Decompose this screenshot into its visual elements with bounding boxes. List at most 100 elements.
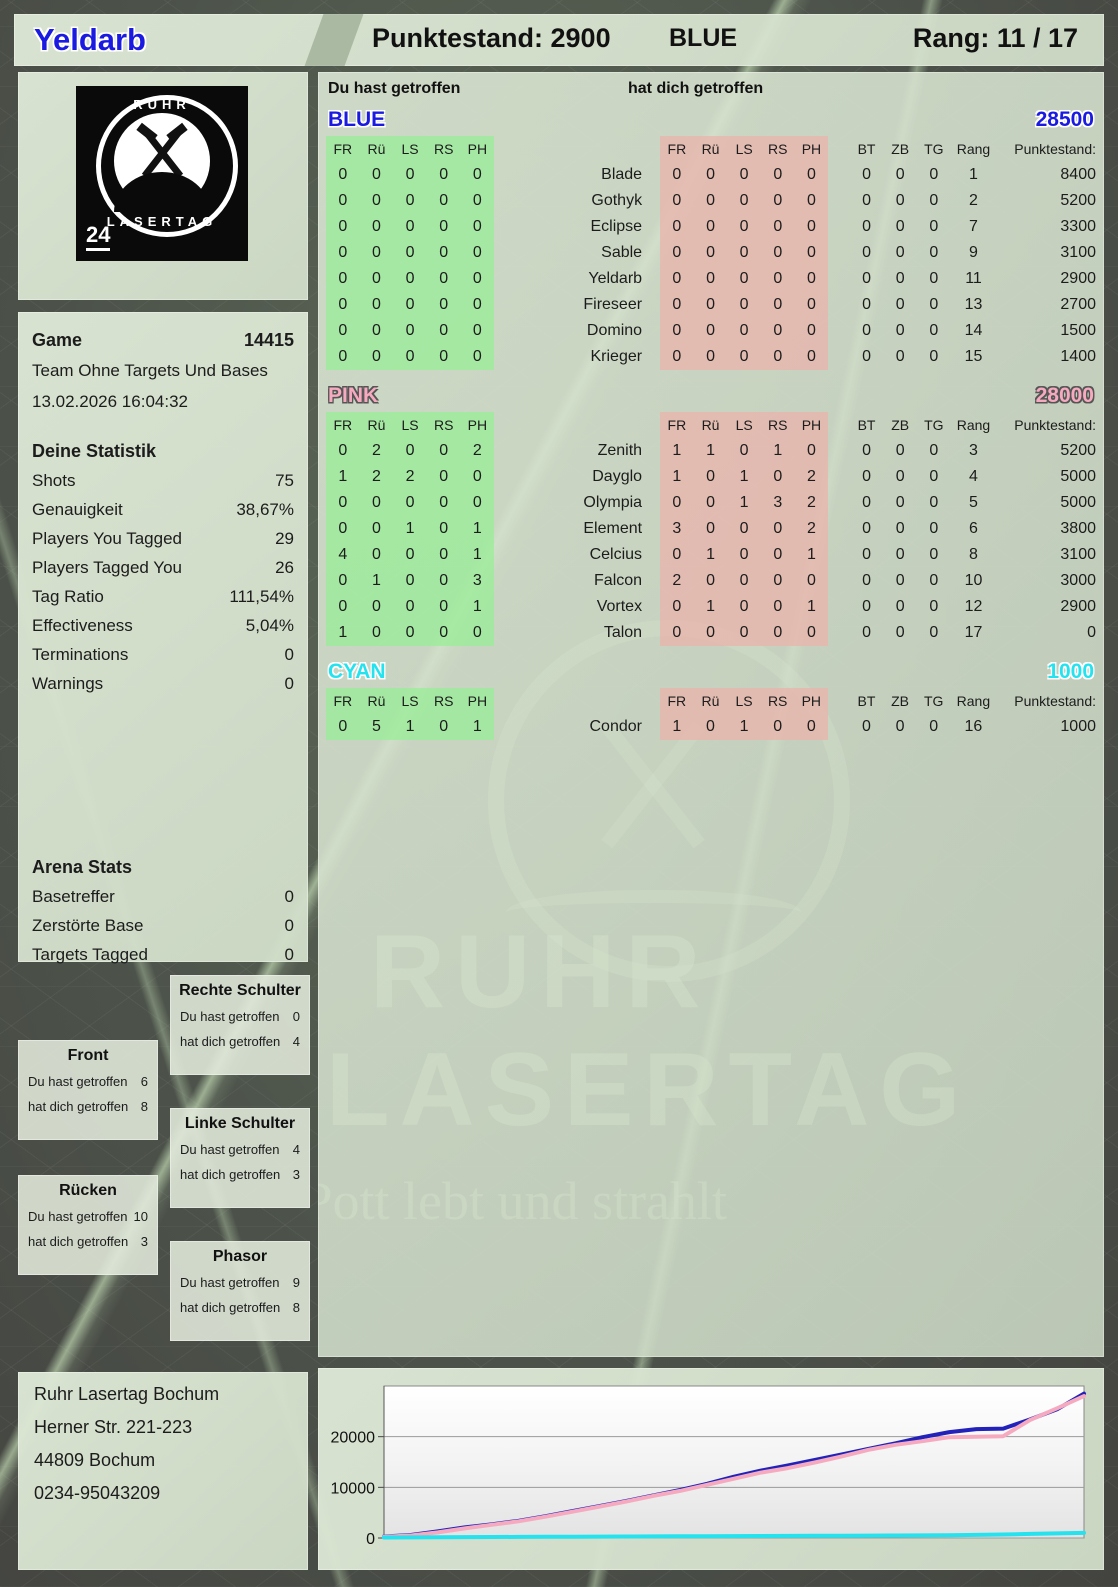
bodypart-title: Rechte Schulter [179, 982, 301, 999]
col-BT: BT [857, 141, 876, 157]
table-row[interactable]: 0 0 0 0 0 Olympia 0 0 1 3 2 0 0 0 5 5000 [326, 490, 1104, 516]
cell-hit: 0 [326, 240, 360, 266]
arena-value: 0 [284, 945, 294, 964]
cell-got: 0 [660, 490, 694, 516]
chart-ytick-label: 20000 [331, 1430, 376, 1447]
address-panel: Ruhr Lasertag Bochum Herner Str. 221-223… [18, 1372, 308, 1570]
table-row[interactable]: 0 0 0 0 0 Gothyk 0 0 0 0 0 0 0 0 2 5200 [326, 188, 1104, 214]
table-row[interactable]: 0 0 0 0 0 Krieger 0 0 0 0 0 0 0 0 15 1400 [326, 344, 1104, 370]
cell-extra: 0 [895, 270, 905, 287]
cell-rank: 13 [964, 296, 983, 313]
cell-hit: 0 [393, 568, 427, 594]
col-hit-FR: FR [326, 136, 360, 162]
cell-rank: 14 [964, 322, 983, 339]
cell-hit: 0 [393, 292, 427, 318]
table-row[interactable]: 4 0 0 0 1 Celcius 0 1 0 0 1 0 0 0 8 3100 [326, 542, 1104, 568]
team-table-blue: FR Rü LS RS PH FR Rü LS RS PH BT ZB TG Rang Punktestan… [326, 136, 1104, 370]
chart-ytick-label: 0 [366, 1531, 375, 1548]
player-name: Condor [589, 718, 642, 735]
table-row[interactable]: 0 0 0 0 0 Yeldarb 0 0 0 0 0 0 0 0 11 2900 [326, 266, 1104, 292]
col-hit-PH: PH [460, 412, 495, 438]
cell-hit: 0 [393, 188, 427, 214]
cell-hit: 0 [460, 318, 495, 344]
table-row[interactable]: 1 0 0 0 0 Talon 0 0 0 0 0 0 0 0 17 0 [326, 620, 1104, 646]
cell-got: 0 [660, 188, 694, 214]
bodypart-ruecken: Rücken Du hast getroffen 10 hat dich getrof… [18, 1175, 158, 1275]
stat-label: Players You Tagged [32, 529, 182, 548]
cell-hit: 0 [393, 318, 427, 344]
table-row[interactable]: 0 0 0 0 0 Eclipse 0 0 0 0 0 0 0 0 7 3300 [326, 214, 1104, 240]
table-row[interactable]: 0 5 1 0 1 Condor 1 0 1 0 0 0 0 0 16 1000 [326, 714, 1104, 740]
cell-got: 1 [727, 714, 761, 740]
arena-value: 0 [284, 916, 294, 935]
cell-hit: 2 [359, 438, 394, 464]
cell-hit: 0 [326, 292, 360, 318]
col-hit-FR: FR [326, 688, 360, 714]
cell-hit: 0 [393, 490, 427, 516]
player-name: Zenith [597, 442, 643, 459]
cell-got: 0 [693, 240, 728, 266]
cell-extra: 0 [895, 598, 905, 615]
cell-hit: 0 [359, 594, 394, 620]
col-hit-LS: LS [393, 412, 427, 438]
bodypart-hit-label: Du hast getroffen [180, 1275, 280, 1290]
cell-hit: 0 [460, 292, 495, 318]
cell-extra: 0 [929, 494, 939, 511]
cell-gap [828, 162, 849, 188]
table-row[interactable]: 0 0 0 0 1 Vortex 0 1 0 0 1 0 0 0 12 2900 [326, 594, 1104, 620]
cell-extra: 0 [862, 192, 871, 209]
cell-got: 0 [660, 240, 694, 266]
cell-got: 0 [794, 344, 829, 370]
col-BT: BT [857, 693, 876, 709]
cell-gap [828, 620, 849, 646]
chart-series-pink [382, 1394, 1086, 1539]
logo-badge-24: 24 [86, 224, 111, 251]
logo-top-text: RUHR [133, 97, 191, 112]
cell-rank: 8 [969, 546, 978, 563]
cell-extra: 0 [862, 322, 871, 339]
cell-score: 3000 [1060, 572, 1096, 589]
cell-extra: 0 [929, 296, 939, 313]
cell-got: 0 [760, 568, 795, 594]
cell-hit: 0 [426, 594, 461, 620]
table-row[interactable]: 0 0 0 0 0 Domino 0 0 0 0 0 0 0 0 14 1500 [326, 318, 1104, 344]
cell-got: 0 [693, 620, 728, 646]
cell-hit: 0 [460, 214, 495, 240]
cell-hit: 1 [460, 714, 495, 740]
cell-extra: 0 [895, 718, 905, 735]
col-got-LS: LS [727, 688, 761, 714]
table-row[interactable]: 0 0 0 0 0 Blade 0 0 0 0 0 0 0 0 1 8400 [326, 162, 1104, 188]
cell-hit: 0 [326, 266, 360, 292]
address-line3: 44809 Bochum [34, 1450, 156, 1470]
col-got-Rü: Rü [693, 136, 728, 162]
cell-got: 0 [760, 266, 795, 292]
cell-hit: 0 [359, 266, 394, 292]
table-row[interactable]: 1 2 2 0 0 Dayglo 1 0 1 0 2 0 0 0 4 5000 [326, 464, 1104, 490]
cell-hit: 1 [460, 516, 495, 542]
cell-hit: 0 [426, 542, 461, 568]
address-line4: 0234-95043209 [34, 1483, 161, 1503]
cell-hit: 0 [460, 266, 495, 292]
bodypart-hit-label: Du hast getroffen [28, 1209, 128, 1224]
game-row: Game 14415 [32, 326, 294, 355]
bodypart-got-row: hat dich getroffen 8 [170, 1295, 310, 1320]
stat-label: Warnings [32, 674, 104, 693]
table-row[interactable]: 0 0 0 0 0 Sable 0 0 0 0 0 0 0 0 9 3100 [326, 240, 1104, 266]
arena-label: Basetreffer [32, 887, 115, 906]
table-row[interactable]: 0 2 0 0 2 Zenith 1 1 0 1 0 0 0 0 3 5200 [326, 438, 1104, 464]
cell-got: 0 [760, 240, 795, 266]
table-row[interactable]: 0 0 0 0 0 Fireseer 0 0 0 0 0 0 0 0 13 2700 [326, 292, 1104, 318]
stats-title: Deine Statistik [32, 437, 294, 466]
cell-got: 0 [794, 292, 829, 318]
bodypart-hit-value: 6 [140, 1074, 148, 1089]
table-row[interactable]: 0 0 1 0 1 Element 3 0 0 0 2 0 0 0 6 3800 [326, 516, 1104, 542]
cell-rank: 17 [964, 624, 983, 641]
col-rank: Rang [956, 141, 991, 157]
stat-label: Genauigkeit [32, 500, 123, 519]
cell-got: 0 [660, 292, 694, 318]
bodypart-hit-row: Du hast getroffen 10 [18, 1204, 158, 1229]
table-row[interactable]: 0 1 0 0 3 Falcon 2 0 0 0 0 0 0 0 10 3000 [326, 568, 1104, 594]
cell-gap [828, 292, 849, 318]
cell-hit: 5 [359, 714, 394, 740]
header-divider [304, 14, 364, 66]
